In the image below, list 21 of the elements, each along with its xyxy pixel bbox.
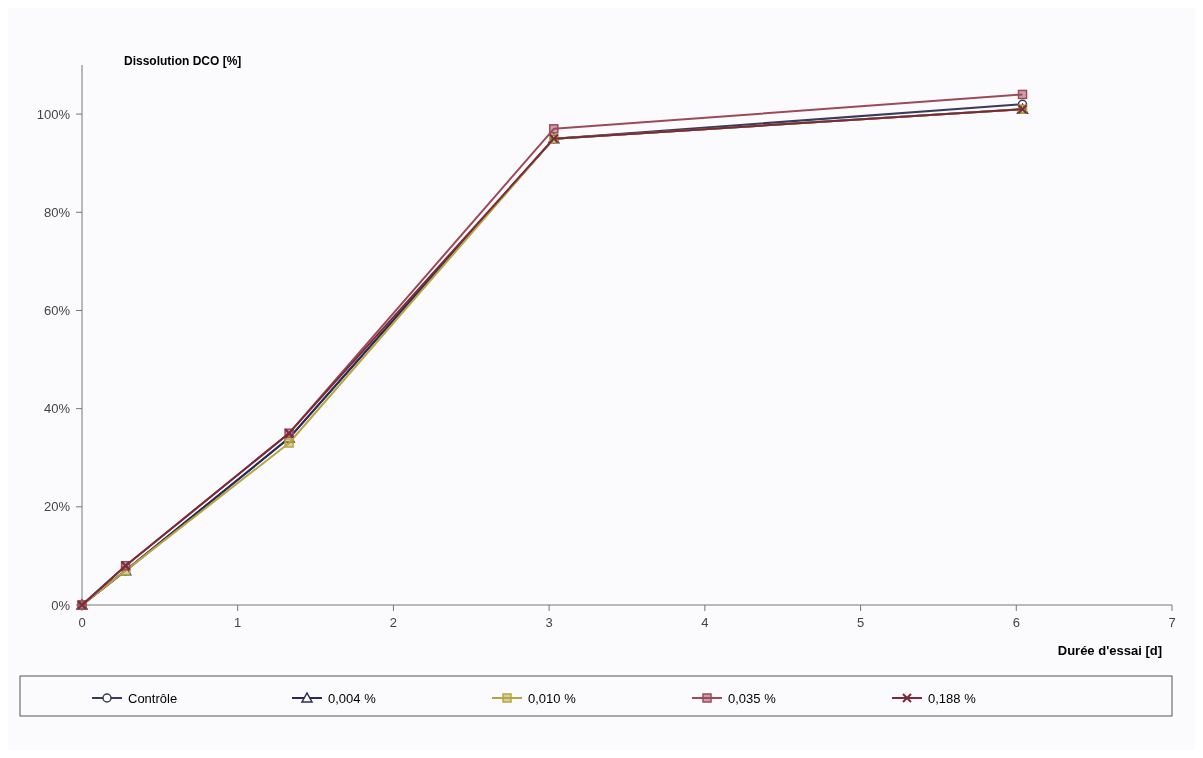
x-tick-label: 0	[78, 615, 86, 630]
x-tick-label: 5	[856, 615, 865, 630]
x-tick-label: 3	[545, 615, 553, 630]
legend-label: 0,010 %	[528, 690, 577, 706]
x-tick-label: 2	[389, 615, 398, 630]
y-tick-label: 0%	[51, 597, 71, 613]
x-tick-label: 6	[1012, 615, 1020, 630]
legend-label: Contrôle	[128, 690, 178, 706]
y-tick-label: 100%	[36, 106, 71, 122]
y-tick-label: 60%	[43, 303, 71, 318]
x-axis-title: Durée d'essai [d]	[1057, 643, 1162, 658]
y-tick-label: 40%	[43, 401, 71, 417]
legend-label: 0,035 %	[728, 690, 777, 706]
y-tick-label: 80%	[43, 204, 71, 220]
x-tick-label: 7	[1168, 615, 1176, 630]
legend-label: 0,188 %	[928, 690, 977, 706]
y-axis-title: Dissolution DCO [%]	[124, 54, 242, 68]
y-tick-label: 20%	[43, 499, 71, 515]
x-tick-label: 4	[701, 615, 709, 630]
legend-label: 0,004 %	[328, 690, 377, 706]
x-tick-label: 1	[234, 615, 242, 630]
